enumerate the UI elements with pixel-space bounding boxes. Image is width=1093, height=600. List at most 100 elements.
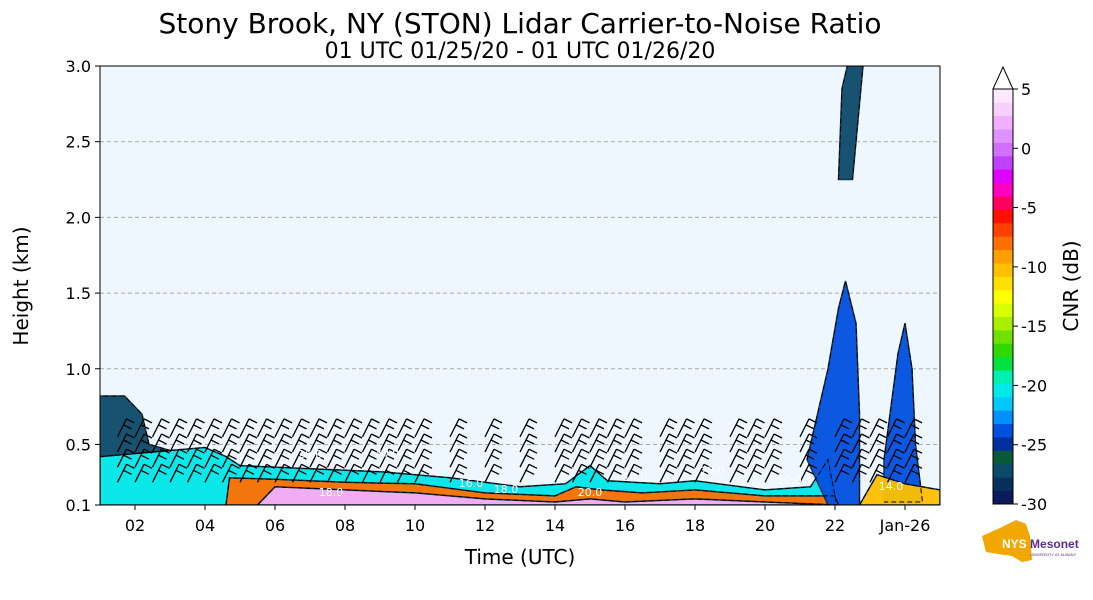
wind-barb	[221, 418, 240, 438]
wind-barb-flag	[266, 418, 275, 424]
wind-barb-staff	[186, 433, 198, 453]
colorbar-tick-label: 5	[1021, 80, 1031, 99]
wind-barb-staff	[589, 418, 600, 438]
wind-barb-flag	[843, 418, 853, 424]
wind-barb-flag	[458, 433, 468, 439]
wind-barb	[764, 448, 783, 468]
wind-barb	[834, 463, 853, 483]
wind-barb-staff	[151, 464, 163, 483]
wind-barb-flag	[493, 463, 503, 469]
contour-early-aerosol	[100, 395, 171, 457]
contour-label: 16.0	[459, 477, 484, 490]
wind-barb-staff	[256, 448, 268, 468]
wind-barb-staff	[799, 433, 810, 453]
wind-barb-flag	[805, 454, 815, 460]
x-tick-label: Jan-26	[879, 516, 931, 535]
wind-barb-staff	[396, 418, 408, 438]
wind-barb-staff	[134, 448, 145, 468]
wind-barb	[799, 463, 818, 483]
x-tick-label: 14	[545, 516, 565, 535]
wind-barb	[694, 433, 713, 453]
x-tick-label: 02	[125, 516, 145, 535]
colorbar-segment	[993, 289, 1013, 304]
wind-barb-flag	[770, 439, 780, 445]
wind-barb	[379, 433, 398, 453]
wind-barb-flag	[595, 439, 605, 445]
wind-barb	[606, 418, 625, 438]
wind-barb-flag	[633, 463, 643, 469]
wind-barb	[274, 433, 293, 453]
wind-barb-flag	[893, 439, 902, 445]
wind-barb-staff	[659, 448, 670, 468]
wind-barb-staff	[694, 418, 705, 438]
wind-barb	[449, 448, 468, 468]
wind-barb	[396, 463, 415, 483]
wind-barb-flag	[336, 418, 345, 424]
wind-barb-flag	[368, 454, 377, 460]
x-tick-label: 06	[265, 516, 285, 535]
wind-barb	[519, 463, 538, 483]
wind-barb-flag	[350, 469, 360, 475]
wind-barb-flag	[158, 439, 167, 445]
wind-barb-flag	[875, 469, 885, 475]
x-tick-label: 04	[195, 516, 215, 535]
colorbar-tick-label: -15	[1021, 317, 1047, 336]
wind-barb-flag	[528, 448, 538, 454]
colorbar-segment	[993, 129, 1013, 143]
colorbar-extend-arrow	[992, 65, 1014, 90]
wind-barb-staff	[624, 448, 635, 468]
wind-barb-flag	[756, 448, 765, 454]
wind-barb-staff	[116, 464, 128, 483]
wind-barb-staff	[151, 448, 163, 468]
colorbar-segment	[993, 396, 1013, 411]
wind-barb	[554, 463, 573, 483]
wind-barb	[256, 433, 275, 453]
wind-barb	[659, 448, 678, 468]
wind-barb-flag	[840, 469, 850, 475]
wind-barb-flag	[123, 439, 132, 445]
contour-label: 22.0	[700, 465, 725, 478]
wind-barb-flag	[878, 418, 888, 424]
wind-barb-flag	[420, 424, 430, 430]
wind-barb	[291, 463, 310, 483]
wind-barb-flag	[371, 433, 380, 439]
wind-barb-flag	[315, 439, 325, 445]
wind-barb-flag	[581, 433, 590, 439]
wind-barb	[851, 463, 870, 483]
wind-barb-staff	[729, 433, 740, 453]
wind-barb-flag	[298, 469, 307, 475]
contour-label: 14.0	[623, 471, 648, 484]
wind-barb-flag	[840, 454, 850, 460]
wind-barb-flag	[388, 418, 398, 424]
wind-barb	[186, 418, 205, 438]
wind-barb-flag	[490, 439, 500, 445]
wind-barb-staff	[274, 433, 285, 453]
wind-barb-flag	[703, 463, 713, 469]
wind-barb-flag	[773, 433, 783, 439]
wind-barb	[361, 433, 380, 453]
wind-barb-staff	[571, 464, 583, 483]
wind-barb-flag	[560, 424, 570, 430]
x-tick-label: 22	[825, 516, 845, 535]
wind-barb-staff	[204, 433, 215, 453]
wind-barb-flag	[756, 433, 765, 439]
wind-barb-flag	[843, 433, 853, 439]
wind-barb-flag	[773, 463, 783, 469]
wind-barb-flag	[350, 424, 360, 430]
wind-barb	[764, 418, 783, 438]
wind-barb	[414, 448, 433, 468]
contour-surface-right	[859, 474, 940, 505]
wind-barb	[729, 463, 748, 483]
wind-barb-flag	[318, 418, 328, 424]
wind-barb	[589, 433, 608, 453]
wind-barb-flag	[283, 463, 293, 469]
wind-barb-staff	[186, 448, 198, 468]
wind-barb-flag	[913, 433, 923, 439]
wind-barb-flag	[263, 424, 272, 430]
wind-barb-staff	[606, 448, 618, 468]
wind-barb-staff	[204, 418, 215, 438]
wind-barb-flag	[333, 469, 342, 475]
wind-barb	[449, 433, 468, 453]
wind-barb	[624, 463, 643, 483]
wind-barb-flag	[563, 463, 573, 469]
